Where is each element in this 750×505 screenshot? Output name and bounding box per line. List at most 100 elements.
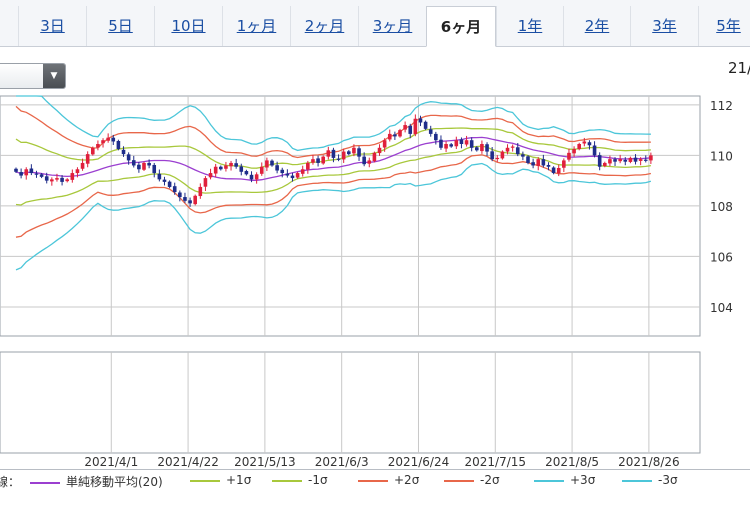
band-minus-2-sigma: [15, 154, 652, 238]
tab-3年[interactable]: 3年: [630, 6, 698, 46]
candle-body: [106, 137, 110, 141]
tab-1年[interactable]: 1年: [496, 6, 563, 46]
candle-body: [162, 179, 167, 182]
candle-body: [300, 169, 305, 174]
candle-body: [316, 158, 320, 163]
tab-3日[interactable]: 3日: [18, 6, 86, 46]
candle-body: [541, 159, 546, 166]
candle-body: [490, 151, 494, 160]
candle-body: [34, 173, 39, 175]
candle-body: [638, 159, 643, 161]
candle-body: [331, 149, 336, 158]
candle-body: [428, 129, 433, 134]
band-plus-3-sigma: [16, 95, 651, 152]
candle-body: [44, 176, 49, 181]
candle-body: [603, 162, 607, 166]
tab-10日[interactable]: 10日: [154, 6, 222, 46]
candle-body: [505, 147, 510, 152]
candle-body: [352, 147, 356, 154]
candle-body: [167, 181, 172, 187]
indicator-select[interactable]: ▼: [0, 63, 66, 89]
candle-body: [311, 159, 315, 163]
legend-item: +1σ: [190, 473, 251, 487]
legend-swatch: [358, 479, 388, 482]
candle-body: [377, 147, 382, 154]
legend-label: +2σ: [394, 473, 420, 487]
candle-body: [459, 139, 464, 144]
candle-body: [480, 144, 484, 152]
tab-6ヶ月[interactable]: 6ヶ月: [426, 6, 496, 47]
candle-body: [208, 173, 213, 178]
legend-label: +1σ: [226, 473, 252, 487]
candle-body: [70, 173, 75, 180]
candle-body: [577, 144, 581, 150]
candle-body: [39, 174, 44, 177]
tab-2年[interactable]: 2年: [563, 6, 630, 46]
candle-body: [623, 159, 628, 162]
candle-body: [131, 160, 136, 166]
chevron-down-icon[interactable]: ▼: [43, 64, 65, 88]
candle-body: [464, 140, 469, 145]
tab-5日[interactable]: 5日: [86, 6, 154, 46]
candle-body: [178, 192, 182, 198]
candle-body: [556, 168, 561, 174]
candle-body: [239, 166, 244, 172]
candle-body: [147, 162, 151, 166]
candle-body: [249, 174, 254, 180]
candle-body: [403, 125, 407, 130]
x-tick-label: 2021/8/26: [618, 455, 680, 469]
candle-body: [469, 140, 474, 148]
candle-body: [572, 149, 576, 154]
candle-body: [444, 144, 448, 149]
candle-body: [306, 162, 310, 170]
legend-item: 単純移動平均(20): [30, 473, 163, 490]
candle-body: [475, 147, 479, 151]
candle-body: [213, 166, 218, 174]
candle-body: [321, 156, 325, 164]
legend-label: -3σ: [658, 473, 678, 487]
legend-swatch: [272, 479, 302, 482]
y-tick-label: 106: [710, 250, 733, 264]
candle-body: [531, 162, 535, 166]
candle-body: [618, 159, 622, 162]
candle-body: [336, 158, 341, 160]
candle-body: [526, 156, 530, 163]
candle-body: [587, 142, 592, 146]
tab-5年[interactable]: 5年: [698, 6, 750, 46]
candle-body: [275, 165, 279, 171]
candle-body: [24, 169, 29, 176]
candle-body: [285, 173, 290, 176]
candle-body: [418, 118, 423, 123]
candle-body: [295, 173, 300, 178]
candle-body: [372, 152, 377, 162]
candle-body: [398, 130, 402, 137]
candle-body: [254, 174, 259, 180]
candle-body: [613, 159, 617, 162]
x-tick-label: 2021/8/5: [545, 455, 599, 469]
tab-2ヶ月[interactable]: 2ヶ月: [290, 6, 358, 46]
legend-label: -1σ: [308, 473, 328, 487]
candle-body: [341, 151, 346, 160]
candle-body: [510, 146, 515, 148]
x-tick-label: 2021/4/1: [84, 455, 138, 469]
candle-body: [219, 166, 223, 170]
price-panel: [0, 95, 701, 337]
candle-body: [80, 162, 85, 169]
candle-body: [393, 134, 397, 137]
candle-body: [567, 152, 571, 160]
candle-body: [597, 155, 602, 167]
candle-body: [643, 159, 648, 161]
legend-swatch: [190, 479, 220, 482]
legend-prefix: 線：: [0, 475, 21, 489]
candle-body: [172, 186, 177, 192]
candle-body: [551, 167, 556, 174]
candle-body: [126, 154, 131, 161]
candle-body: [649, 155, 653, 161]
period-tab-bar: 3日 5日 10日 1ヶ月 2ヶ月 3ヶ月 6ヶ月 1年 2年 3年 5年: [0, 0, 750, 47]
candle-body: [101, 140, 105, 144]
candle-body: [259, 166, 264, 174]
candle-body: [413, 118, 418, 135]
candle-body: [633, 157, 638, 162]
tab-3ヶ月[interactable]: 3ヶ月: [358, 6, 426, 46]
tab-1ヶ月[interactable]: 1ヶ月: [222, 6, 290, 46]
